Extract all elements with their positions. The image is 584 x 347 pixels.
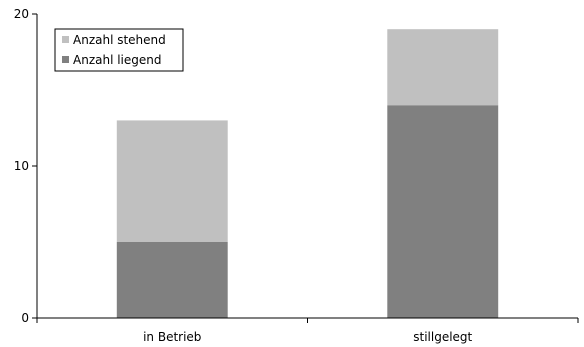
legend-swatch-liegend <box>62 56 69 63</box>
bar-stehend-1 <box>387 29 499 106</box>
x-ticks-layer: in Betrieb stillgelegt <box>36 318 579 344</box>
legend-label-stehend: Anzahl stehend <box>73 33 166 47</box>
y-tick-label: 0 <box>21 311 29 325</box>
legend-box <box>54 28 184 72</box>
bar-liegend-1 <box>387 105 499 318</box>
bar-stehend-0 <box>116 120 228 242</box>
bars-layer <box>116 29 499 318</box>
legend-swatch-stehend <box>62 36 69 43</box>
legend-label-liegend: Anzahl liegend <box>73 53 162 67</box>
y-tick-label: 20 <box>14 7 29 21</box>
x-category-label: in Betrieb <box>143 330 201 344</box>
y-tick-label: 10 <box>14 159 29 173</box>
bar-liegend-0 <box>116 242 228 318</box>
y-ticks-layer: 0 10 20 <box>14 7 37 325</box>
legend: Anzahl stehend Anzahl liegend <box>54 28 184 72</box>
x-category-label: stillgelegt <box>413 330 472 344</box>
